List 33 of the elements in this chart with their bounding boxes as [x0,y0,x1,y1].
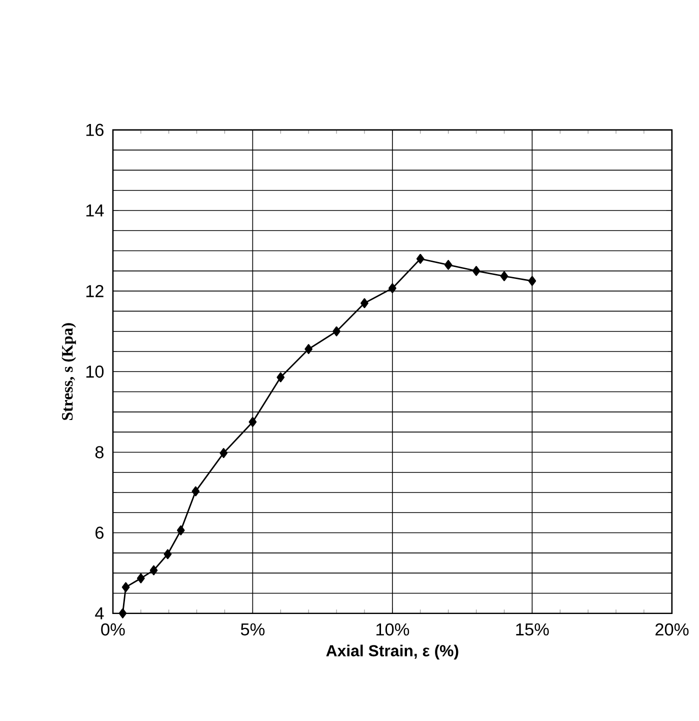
y-tick-label: 12 [86,285,104,298]
point [500,271,508,282]
y-tick-label: 16 [86,124,104,136]
point [118,608,127,618]
point [276,372,285,382]
point [304,344,313,354]
y-tick-label: 4 [95,607,104,620]
point [164,549,172,560]
point [360,298,369,308]
point [150,565,158,576]
y-axis-title: Stress, s (Kpa) [62,323,76,420]
y-tick-label: 6 [96,526,104,539]
point [137,573,145,584]
point [444,260,452,270]
x-tick-label: 15% [516,623,549,636]
point [416,254,424,264]
y-tick-label: 10 [86,366,104,378]
point [528,276,536,286]
x-axis-title: Axial Strain, ε (%) [326,644,458,660]
point [192,486,200,496]
point [177,525,185,536]
point [248,417,257,427]
x-tick-label: 0% [101,623,125,636]
point [388,283,396,294]
x-tick-label: 10% [376,623,410,636]
x-tick-label: 5% [241,623,265,636]
point [472,266,480,276]
x-tick-label: 20% [656,623,689,636]
point [332,326,341,336]
point [220,448,228,458]
point [122,582,130,592]
y-tick-label: 8 [96,446,104,458]
y-tick-label: 14 [86,204,104,216]
